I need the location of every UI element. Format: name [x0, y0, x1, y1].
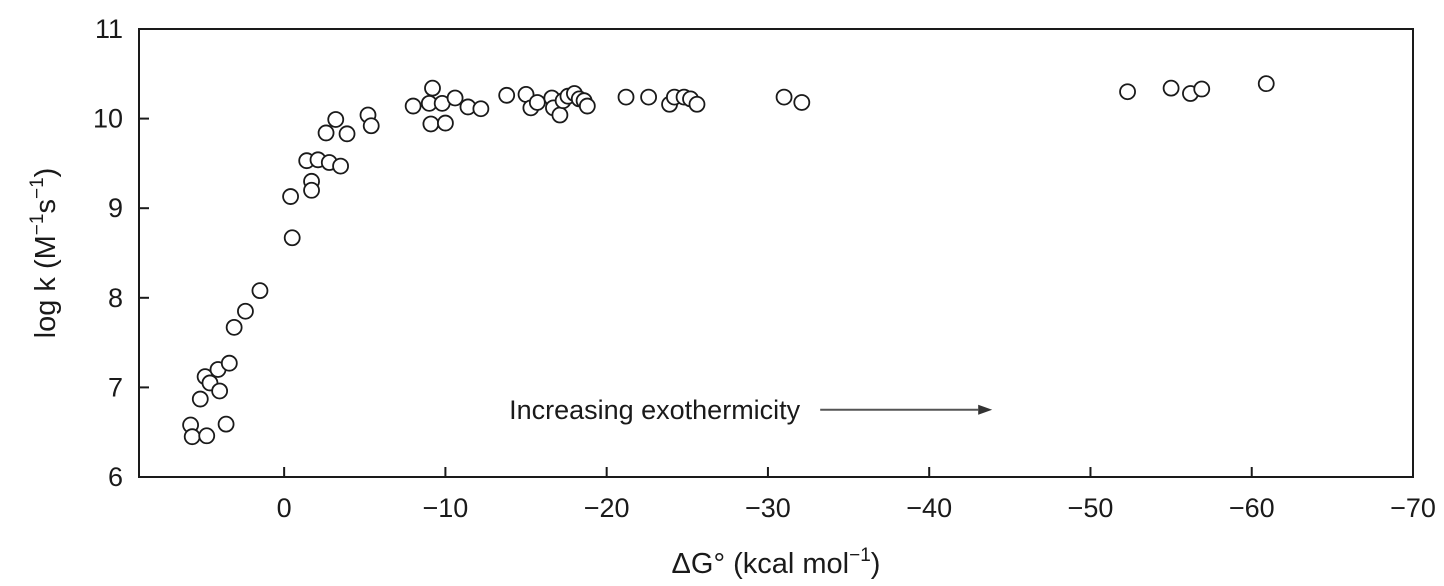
data-point: [551, 106, 569, 124]
data-point: [617, 88, 635, 106]
data-point: [775, 88, 793, 106]
data-point: [282, 188, 299, 205]
data-point: [404, 97, 422, 115]
y-tick-label: 8: [108, 283, 123, 313]
data-point: [237, 302, 254, 320]
plot-frame: [138, 28, 1414, 478]
data-point: [251, 282, 269, 300]
data-point: [303, 181, 320, 199]
data-point: [362, 117, 380, 135]
y-axis: 6 7 8 9 10 11: [93, 14, 149, 492]
data-point: [183, 428, 201, 446]
y-axis-label: log k (M−1s−1): [27, 168, 62, 339]
data-point: [498, 86, 516, 104]
y-tick-label: 11: [95, 14, 123, 44]
data-point: [338, 125, 356, 143]
data-point: [283, 229, 301, 247]
data-point: [446, 89, 464, 107]
annotation-text: Increasing exothermicity: [509, 395, 801, 425]
data-point: [220, 354, 238, 372]
data-point: [422, 115, 440, 133]
data-point: [424, 79, 441, 97]
data-point: [793, 94, 811, 111]
data-point: [640, 88, 657, 106]
y-tick-label: 9: [108, 193, 123, 223]
data-point: [688, 95, 706, 113]
data-point: [211, 382, 229, 400]
data-point: [198, 427, 216, 445]
data-point: [217, 415, 235, 433]
data-point: [437, 114, 454, 132]
data-point: [472, 100, 490, 118]
data-points: [182, 75, 1275, 446]
x-tick-label: −60: [1229, 493, 1275, 523]
x-tick-label: 0: [277, 493, 292, 523]
data-point: [1119, 83, 1136, 101]
x-tick-label: −50: [1068, 493, 1114, 523]
data-point: [528, 94, 546, 111]
data-point: [191, 390, 209, 408]
data-point: [1257, 75, 1275, 93]
data-point: [1193, 80, 1211, 98]
x-tick-label: −40: [906, 493, 952, 523]
data-point: [578, 97, 596, 115]
y-tick-label: 7: [108, 372, 123, 402]
data-point: [317, 124, 335, 142]
data-point: [332, 157, 349, 175]
x-axis: 0 −10 −20 −30 −40 −50 −60 −70: [277, 467, 1436, 523]
data-point: [327, 111, 345, 128]
annotation-arrowhead: [978, 404, 993, 415]
x-tick-label: −10: [422, 493, 468, 523]
y-tick-label: 6: [108, 462, 123, 492]
exothermicity-annotation: Increasing exothermicity: [509, 395, 993, 425]
data-point: [1162, 79, 1180, 97]
y-tick-label: 10: [93, 104, 123, 134]
data-point: [225, 318, 243, 336]
x-axis-label: ΔG° (kcal mol−1): [672, 545, 881, 580]
x-tick-label: −70: [1390, 493, 1436, 523]
x-tick-label: −20: [584, 493, 630, 523]
x-tick-label: −30: [745, 493, 791, 523]
